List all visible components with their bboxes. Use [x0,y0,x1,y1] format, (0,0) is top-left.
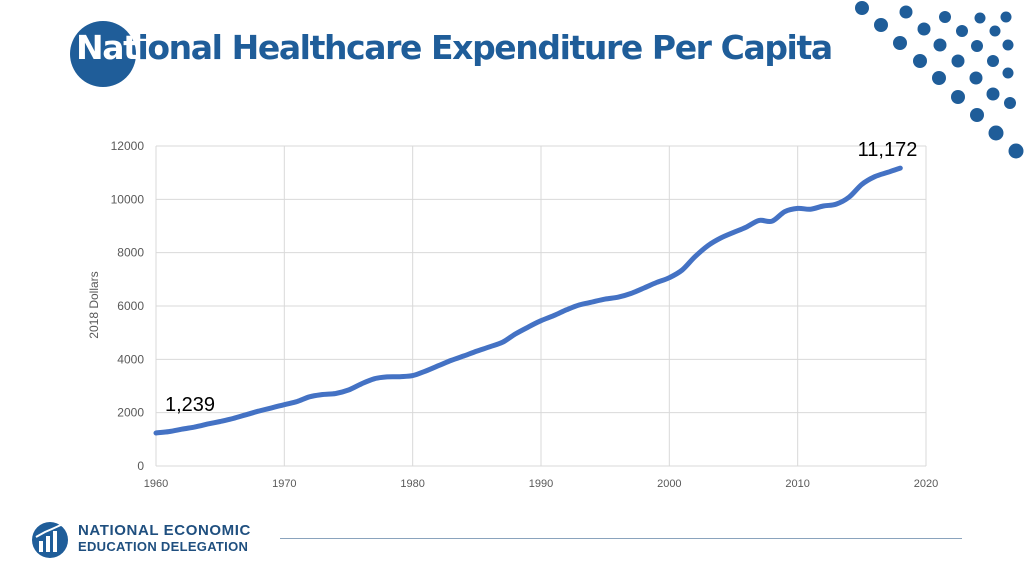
x-tick-label: 1980 [400,478,424,490]
decor-dot [988,125,1004,141]
page-title: National Healthcare Expenditure Per Capi… [76,28,833,67]
title-accent-circle [70,21,136,87]
decor-dot [971,40,983,52]
decor-dot [917,22,931,36]
y-tick-labels: 0 2000 4000 6000 8000 10000 12000 [111,139,145,473]
decor-dot [951,54,965,68]
y-tick-label: 2000 [117,406,144,420]
y-tick-label: 6000 [117,299,144,313]
decor-dot [987,55,999,67]
decor-dot [899,5,913,19]
decor-dot [874,18,888,32]
decor-dot [855,1,869,15]
decor-dot [1008,143,1024,159]
decor-dot [932,71,946,85]
decor-dot [951,90,965,104]
decor-dot [1004,97,1016,109]
y-tick-label: 12000 [111,139,145,153]
decor-dot [893,36,907,50]
decor-dot [1002,39,1014,51]
y-tick-label: 8000 [117,246,144,260]
decor-dot [1002,67,1014,79]
decor-dot [970,108,984,122]
y-axis-label: 2018 Dollars [87,271,101,338]
data-label: 1,239 [165,394,215,416]
decor-dot [989,25,1001,37]
x-tick-label: 1960 [144,478,168,490]
organization-name: NATIONAL ECONOMIC EDUCATION DELEGATION [78,523,251,555]
footer-divider [280,538,962,539]
expenditure-chart: 0 2000 4000 6000 8000 10000 12000 1960 1970 1980… [87,139,938,490]
y-tick-label: 0 [137,459,144,473]
x-tick-label: 1990 [529,478,553,490]
series-line [153,165,903,436]
decor-dot [1000,11,1012,23]
decorative-dot-pattern [855,1,1024,159]
title-rest: ional Healthcare Expenditure Per Capita [137,28,833,67]
x-tick-label: 2020 [914,478,938,490]
org-name-line2: EDUCATION DELEGATION [78,539,249,554]
decor-dot [913,54,927,68]
chart-grid [155,145,927,467]
decor-dot [969,71,983,85]
decor-dot [974,12,986,24]
y-tick-label: 4000 [117,352,144,366]
need-logo-icon [32,522,68,558]
x-tick-labels: 1960 1970 1980 1990 2000 2010 2020 [144,478,938,490]
data-label: 11,172 [858,139,918,161]
decor-dot [939,11,951,23]
x-tick-label: 1970 [272,478,296,490]
data-annotations: 1,239 11,172 [165,139,917,416]
x-tick-label: 2010 [785,478,809,490]
decor-dot [933,38,947,52]
title-highlight: Nat [76,28,139,67]
decor-dot [956,25,968,37]
x-tick-label: 2000 [657,478,681,490]
org-name-line1: NATIONAL ECONOMIC [78,522,251,539]
decor-dot [986,87,1000,101]
y-tick-label: 10000 [111,192,145,206]
